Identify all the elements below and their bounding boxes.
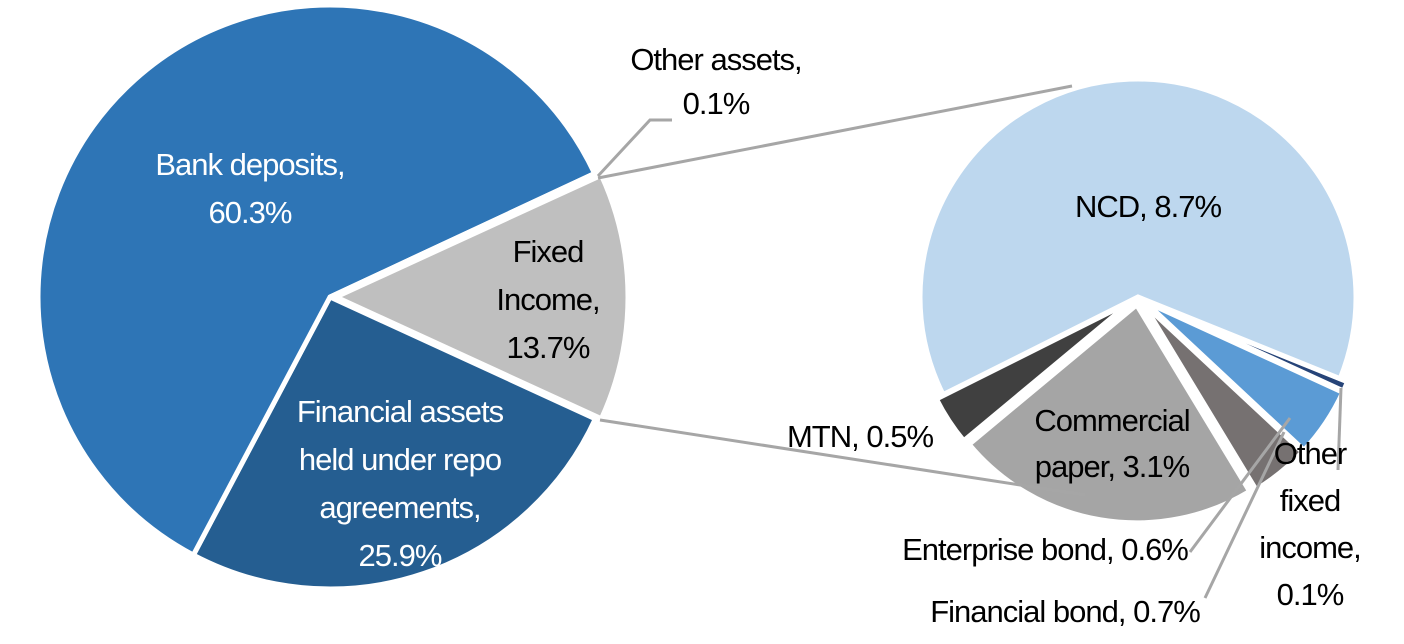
label-line: Enterprise bond, 0.6%: [902, 532, 1189, 567]
leader-other-assets: [596, 118, 672, 178]
label-financial-bond: Financial bond, 0.7%: [930, 588, 1201, 636]
leader-lines: [596, 118, 1343, 599]
slice-mtn: [933, 299, 1133, 445]
label-line: fixed: [1279, 483, 1341, 518]
label-ncd: NCD, 8.7%: [1074, 183, 1222, 231]
label-other-assets: Other assets, 0.1%: [630, 38, 802, 126]
leader-enterprise-bond: [1188, 417, 1292, 553]
label-line: MTN, 0.5%: [786, 419, 934, 454]
slice-other-assets: [328, 170, 599, 300]
leader-other-fixed-income: [1336, 387, 1343, 471]
label-mtn: MTN, 0.5%: [786, 413, 934, 461]
label-repo: Financial assets held under repo agreeme…: [296, 388, 504, 580]
slice-commercial-paper: [965, 301, 1254, 526]
label-line: Bank deposits,: [155, 147, 345, 182]
connector-top: [597, 84, 1073, 180]
label-line: paper, 3.1%: [1034, 449, 1190, 484]
label-line: Commercial: [1034, 403, 1190, 438]
label-line: Financial assets: [296, 394, 504, 429]
label-line: Other: [1273, 436, 1348, 471]
slice-ncd: [917, 76, 1359, 399]
label-line: 0.1%: [1276, 577, 1345, 612]
label-enterprise-bond: Enterprise bond, 0.6%: [902, 526, 1189, 574]
label-bank-deposits: Bank deposits, 60.3%: [155, 141, 345, 237]
secondary-pie: [917, 76, 1359, 526]
slice-fixed-income: [330, 171, 631, 423]
label-line: Other assets,: [630, 42, 802, 77]
label-commercial-paper: Commercial paper, 3.1%: [1034, 398, 1190, 490]
connector-bottom: [599, 418, 1086, 497]
label-line: 25.9%: [358, 538, 443, 573]
label-line: Fixed: [512, 234, 585, 269]
label-line: held under repo: [298, 442, 502, 477]
label-line: agreements,: [319, 490, 481, 525]
leader-financial-bond: [1203, 431, 1286, 599]
connector-lines: [597, 84, 1086, 497]
label-line: Income,: [496, 282, 600, 317]
label-line: NCD, 8.7%: [1074, 189, 1222, 224]
label-other-fixed-income: Other fixed income, 0.1%: [1259, 430, 1362, 618]
label-fixed-income: Fixed Income, 13.7%: [496, 228, 600, 372]
label-line: 13.7%: [506, 330, 591, 365]
label-line: Financial bond, 0.7%: [930, 594, 1201, 629]
label-line: income,: [1259, 530, 1362, 565]
main-pie: [35, 2, 631, 592]
label-line: 60.3%: [208, 195, 293, 230]
slice-bank-deposits: [35, 2, 598, 559]
label-line: 0.1%: [682, 86, 751, 121]
